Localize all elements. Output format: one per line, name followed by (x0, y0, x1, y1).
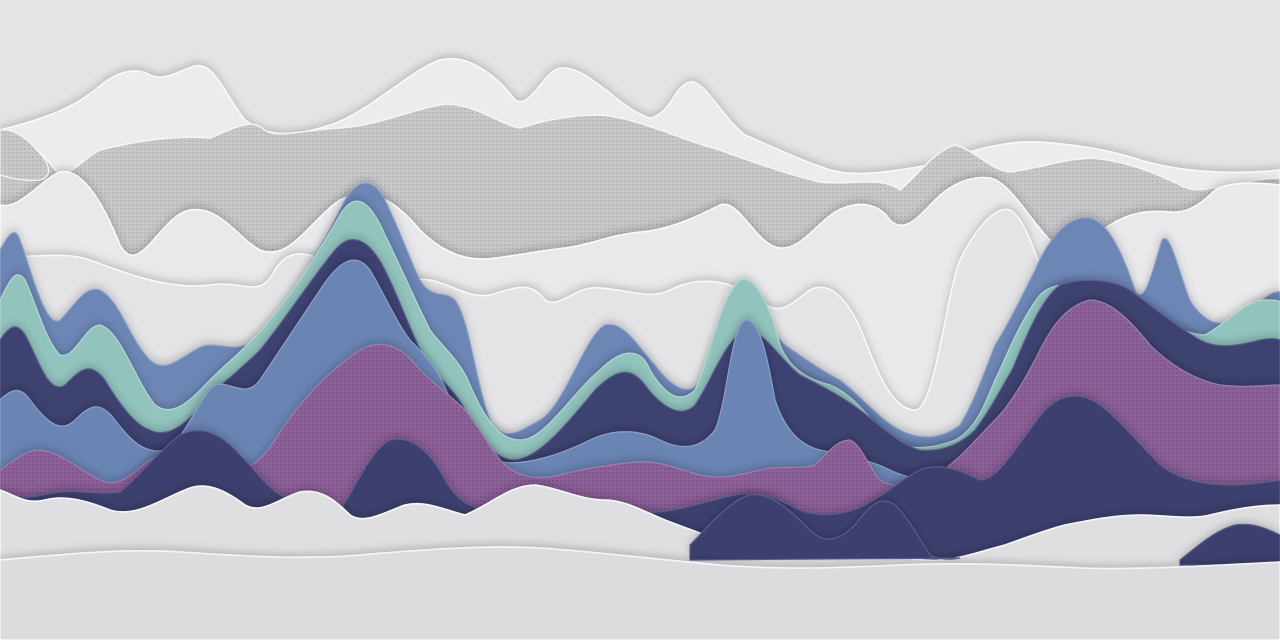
bottom-paper-layer (0, 546, 1280, 640)
mesh-patch-left (0, 129, 50, 182)
